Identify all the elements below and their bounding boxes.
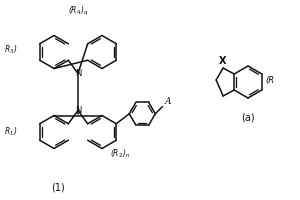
Text: (R$_4$)$_q$: (R$_4$)$_q$ — [68, 5, 88, 18]
Text: R$_3$): R$_3$) — [4, 44, 17, 56]
Text: (R: (R — [265, 76, 274, 86]
Text: A: A — [164, 97, 171, 106]
Text: N: N — [75, 106, 81, 115]
Text: X: X — [218, 56, 226, 66]
Text: (1): (1) — [51, 183, 65, 193]
Text: (R$_2$)$_n$: (R$_2$)$_n$ — [110, 148, 130, 160]
Text: R$_1$): R$_1$) — [4, 126, 17, 138]
Text: N: N — [75, 69, 81, 78]
Text: (a): (a) — [241, 113, 255, 123]
